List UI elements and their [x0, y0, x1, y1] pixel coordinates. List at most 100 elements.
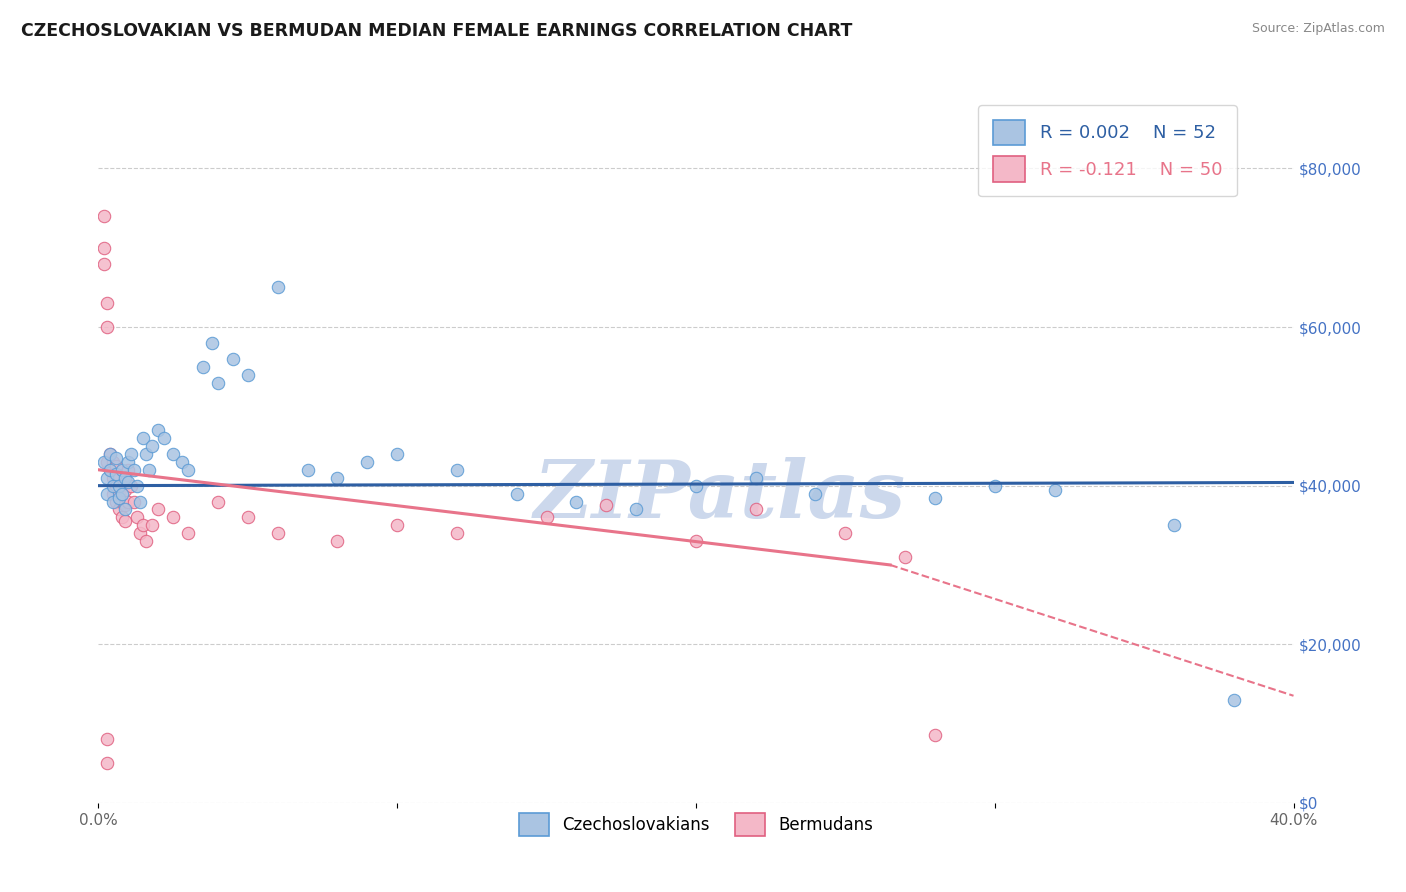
Point	[129, 526, 152, 541]
Point	[111, 463, 134, 477]
Point	[96, 471, 118, 485]
Point	[135, 447, 157, 461]
Point	[108, 478, 131, 492]
Point	[111, 486, 134, 500]
Point	[267, 526, 290, 541]
Point	[685, 478, 707, 492]
Point	[111, 478, 134, 492]
Point	[132, 431, 155, 445]
Point	[201, 335, 224, 350]
Point	[745, 471, 768, 485]
Point	[96, 455, 118, 469]
Text: Source: ZipAtlas.com: Source: ZipAtlas.com	[1251, 22, 1385, 36]
Point	[114, 502, 136, 516]
Point	[141, 518, 163, 533]
Point	[894, 549, 917, 564]
Legend: Czechoslovakians, Bermudans: Czechoslovakians, Bermudans	[510, 805, 882, 845]
Point	[96, 756, 118, 771]
Point	[98, 447, 122, 461]
Point	[984, 478, 1007, 492]
Point	[98, 463, 122, 477]
Point	[108, 471, 131, 485]
Point	[105, 478, 128, 492]
Point	[103, 486, 125, 500]
Point	[222, 351, 245, 366]
Point	[96, 732, 118, 747]
Text: ZIPatlas: ZIPatlas	[534, 458, 905, 534]
Point	[127, 478, 149, 492]
Point	[129, 494, 152, 508]
Point	[326, 471, 349, 485]
Point	[114, 483, 136, 497]
Point	[297, 463, 319, 477]
Point	[1043, 483, 1066, 497]
Point	[745, 502, 768, 516]
Point	[138, 463, 160, 477]
Point	[162, 447, 184, 461]
Point	[93, 209, 115, 223]
Point	[924, 491, 946, 505]
Point	[93, 241, 115, 255]
Point	[385, 518, 409, 533]
Point	[114, 499, 136, 513]
Point	[111, 494, 134, 508]
Point	[117, 455, 139, 469]
Point	[127, 510, 149, 524]
Point	[96, 320, 118, 334]
Point	[148, 423, 170, 437]
Point	[98, 447, 122, 461]
Point	[103, 494, 125, 508]
Point	[111, 510, 134, 524]
Point	[98, 463, 122, 477]
Point	[356, 455, 378, 469]
Point	[834, 526, 856, 541]
Point	[172, 455, 194, 469]
Point	[162, 510, 184, 524]
Point	[108, 502, 131, 516]
Point	[565, 494, 588, 508]
Point	[114, 514, 136, 528]
Text: CZECHOSLOVAKIAN VS BERMUDAN MEDIAN FEMALE EARNINGS CORRELATION CHART: CZECHOSLOVAKIAN VS BERMUDAN MEDIAN FEMAL…	[21, 22, 852, 40]
Point	[96, 486, 118, 500]
Point	[108, 491, 131, 505]
Point	[103, 455, 125, 469]
Point	[1163, 518, 1185, 533]
Point	[105, 458, 128, 473]
Point	[326, 534, 349, 549]
Point	[124, 494, 146, 508]
Point	[177, 463, 200, 477]
Point	[1223, 692, 1246, 706]
Point	[236, 510, 259, 524]
Point	[124, 463, 146, 477]
Point	[148, 502, 170, 516]
Point	[207, 494, 229, 508]
Point	[114, 471, 136, 485]
Point	[132, 518, 155, 533]
Point	[385, 447, 409, 461]
Point	[595, 499, 617, 513]
Point	[506, 486, 529, 500]
Point	[108, 486, 131, 500]
Point	[117, 475, 139, 489]
Point	[236, 368, 259, 382]
Point	[105, 467, 128, 481]
Point	[267, 280, 290, 294]
Point	[93, 257, 115, 271]
Point	[117, 463, 139, 477]
Point	[685, 534, 707, 549]
Point	[105, 494, 128, 508]
Point	[191, 359, 214, 374]
Point	[626, 502, 648, 516]
Point	[117, 494, 139, 508]
Point	[141, 439, 163, 453]
Point	[103, 471, 125, 485]
Point	[804, 486, 827, 500]
Point	[120, 447, 142, 461]
Point	[105, 450, 128, 465]
Point	[96, 296, 118, 310]
Point	[135, 534, 157, 549]
Point	[207, 376, 229, 390]
Point	[446, 526, 468, 541]
Point	[924, 728, 946, 742]
Point	[120, 478, 142, 492]
